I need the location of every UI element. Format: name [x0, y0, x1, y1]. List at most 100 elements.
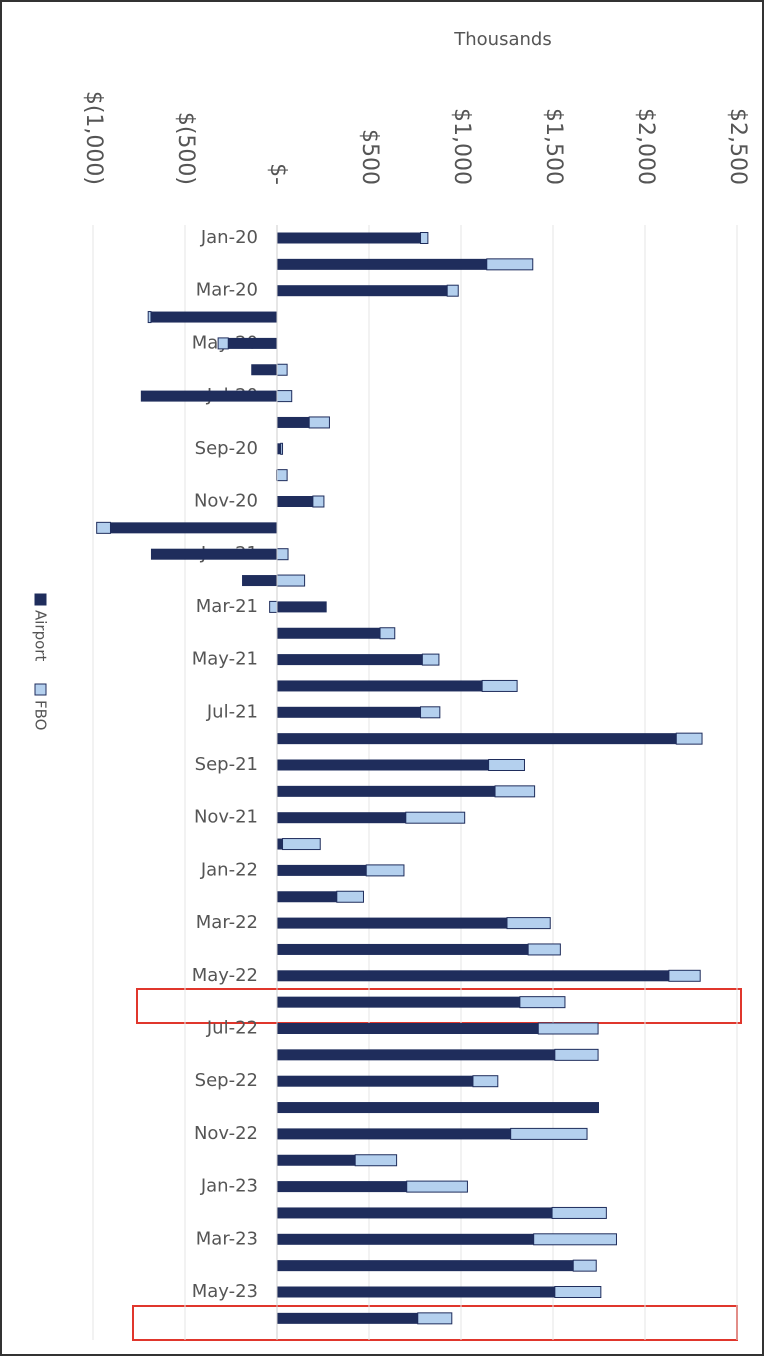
- x-tick-label: $1,500: [541, 108, 566, 185]
- legend-swatch: [34, 593, 47, 606]
- bar: [277, 654, 423, 666]
- bar: [277, 1233, 534, 1245]
- bar: [147, 311, 152, 324]
- bar: [96, 521, 111, 534]
- bar: [472, 1075, 499, 1088]
- y-tick-label: May-23: [192, 1281, 258, 1302]
- y-tick-label: Jul-21: [206, 701, 258, 722]
- bar: [277, 891, 337, 903]
- bar: [554, 1048, 599, 1061]
- bar: [277, 943, 529, 955]
- bar: [554, 1286, 602, 1298]
- bar: [421, 653, 440, 666]
- bar: [217, 337, 229, 350]
- bar: [242, 575, 277, 587]
- bar: [277, 864, 367, 876]
- x-tick-label: $1,000: [449, 108, 474, 185]
- bar: [150, 311, 277, 323]
- y-tick-label: Mar-21: [196, 596, 258, 617]
- bar: [277, 1049, 555, 1061]
- bar: [486, 258, 534, 271]
- bar: [533, 1233, 617, 1246]
- y-tick-label: Nov-20: [194, 491, 258, 512]
- bar: [308, 416, 330, 429]
- x-tick-label: $-: [265, 163, 290, 185]
- bar: [277, 970, 669, 982]
- bar: [537, 1022, 599, 1035]
- bar: [379, 627, 396, 640]
- axis-title: Thousands: [453, 29, 551, 50]
- bar: [277, 680, 483, 692]
- bar: [277, 733, 677, 745]
- bar: [420, 232, 429, 244]
- bar: [277, 1312, 418, 1324]
- y-tick-label: May-21: [192, 649, 258, 670]
- x-tick-label: $2,500: [725, 108, 750, 185]
- bar: [277, 706, 421, 718]
- bar: [446, 284, 459, 297]
- legend-label: FBO: [32, 700, 50, 730]
- bar: [365, 864, 405, 877]
- bar: [510, 1127, 588, 1140]
- y-tick-label: Jan-22: [200, 859, 258, 880]
- bar: [269, 600, 278, 613]
- bar: [277, 1286, 555, 1298]
- bar: [277, 496, 313, 507]
- bar: [277, 258, 487, 270]
- y-tick-label: Nov-21: [194, 807, 258, 828]
- bar: [277, 416, 310, 428]
- bar: [276, 574, 306, 587]
- bar: [277, 1128, 511, 1140]
- legend-swatch: [34, 683, 47, 696]
- bar: [150, 548, 277, 560]
- y-tick-label: Jan-20: [200, 227, 258, 248]
- bar: [277, 1260, 574, 1272]
- y-tick-label: Sep-21: [195, 754, 258, 775]
- y-tick-label: May-22: [192, 965, 258, 986]
- bar: [277, 601, 327, 613]
- bar: [277, 917, 507, 929]
- legend-label: Airport: [32, 610, 50, 661]
- x-tick-label: $(1,000): [81, 91, 106, 185]
- bar: [277, 627, 381, 639]
- bar: [277, 759, 489, 771]
- bar: [336, 890, 364, 903]
- bar: [277, 1154, 356, 1166]
- bar: [519, 996, 566, 1009]
- bar: [251, 364, 277, 376]
- bar: [277, 812, 406, 824]
- bar: [551, 1206, 607, 1219]
- y-tick-label: Nov-22: [194, 1123, 258, 1144]
- bar: [277, 996, 520, 1008]
- y-tick-label: Mar-22: [196, 912, 258, 933]
- bar: [277, 443, 281, 455]
- bar: [276, 469, 288, 482]
- bar: [312, 495, 325, 508]
- y-tick-label: Sep-20: [195, 438, 258, 459]
- bar: [277, 1023, 539, 1034]
- bar: [506, 917, 551, 930]
- bar: [277, 1207, 553, 1219]
- bar: [405, 811, 466, 824]
- bar: [277, 232, 421, 244]
- y-tick-label: Jul-22: [206, 1018, 258, 1039]
- bar: [354, 1154, 398, 1167]
- bar: [488, 759, 525, 771]
- bar: [110, 522, 277, 534]
- bar: [277, 838, 283, 850]
- bar: [481, 679, 518, 692]
- bar: [277, 285, 448, 297]
- bar: [527, 943, 561, 956]
- bar: [406, 1180, 468, 1193]
- bar: [277, 1075, 473, 1087]
- bar: [282, 838, 321, 851]
- bar: [276, 548, 289, 561]
- bar: [668, 969, 701, 982]
- bar: [675, 732, 703, 745]
- bar: [276, 363, 288, 376]
- bar: [277, 1102, 599, 1114]
- legend: Airport FBO: [32, 593, 50, 730]
- bar: [280, 442, 284, 455]
